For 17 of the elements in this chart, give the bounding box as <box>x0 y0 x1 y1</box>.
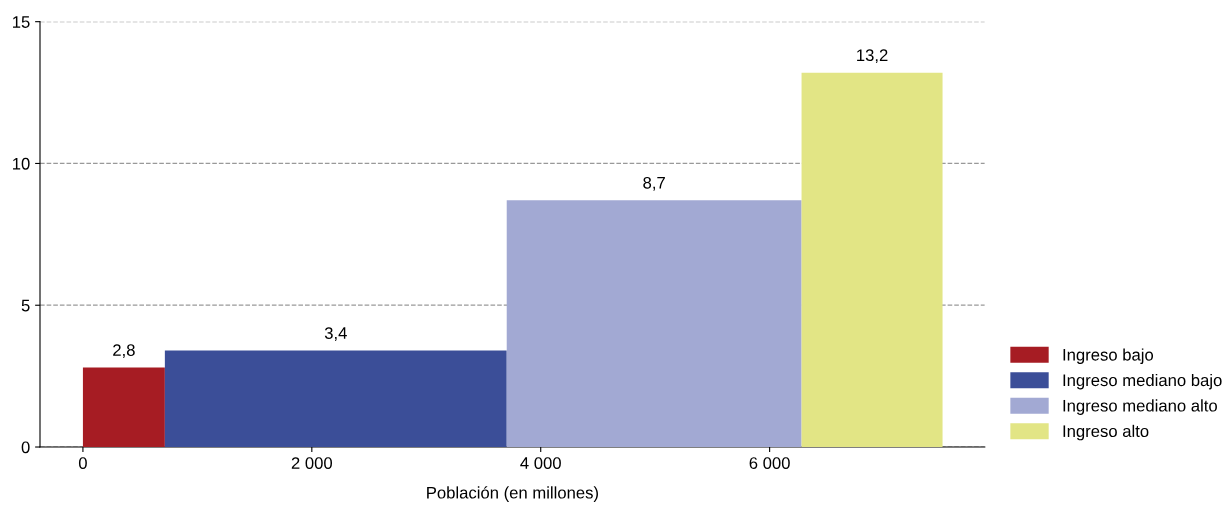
y-tick-label: 15 <box>13 16 30 28</box>
legend-label: Ingreso alto <box>1063 424 1149 441</box>
data-label: 2,8 <box>113 344 135 358</box>
legend-label: Ingreso mediano bajo <box>1063 373 1222 390</box>
legend-label: Ingreso mediano alto <box>1063 399 1217 415</box>
x-tick-label: 4 000 <box>520 457 561 469</box>
x-tick-label: 0 <box>78 457 87 469</box>
data-label: 13,2 <box>857 49 888 64</box>
x-tick-label: 6 000 <box>749 457 790 469</box>
data-label: 3,4 <box>324 327 347 341</box>
legend-label: Ingreso bajo <box>1063 348 1154 364</box>
data-label: 8,7 <box>643 176 665 191</box>
y-tick-label: 10 <box>13 157 30 170</box>
y-tick-label: 0 <box>21 441 30 454</box>
x-axis-title: Población (en millones) <box>427 486 598 502</box>
y-tick-label: 5 <box>21 299 30 312</box>
x-tick-label: 2 000 <box>291 457 333 469</box>
